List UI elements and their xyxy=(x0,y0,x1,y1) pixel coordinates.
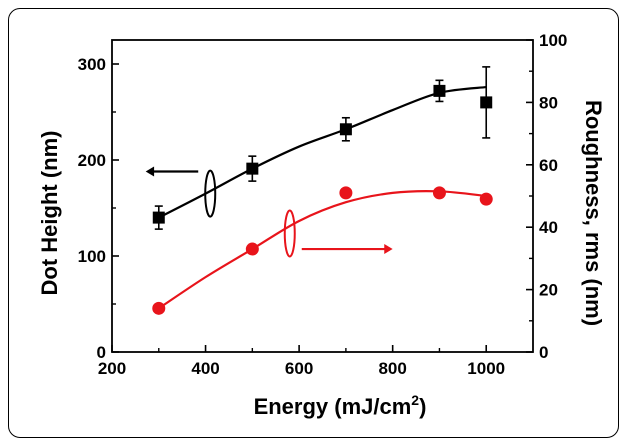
x-axis-title-text: Energy (mJ/cm xyxy=(254,394,412,419)
data-point xyxy=(433,84,446,97)
data-point xyxy=(152,211,165,224)
left-arrow-head xyxy=(145,166,155,177)
right-y-tick-label: 0 xyxy=(539,343,548,362)
left-y-tick-label: 0 xyxy=(97,343,106,362)
axis-indicators xyxy=(145,166,393,258)
data-series xyxy=(145,66,493,315)
chart: 200 400 600 800 1000 0 100 200 300 0 20 40 60 80 100 E… xyxy=(37,31,606,419)
right-y-tick-label: 100 xyxy=(539,31,567,50)
left-y-tick-label: 200 xyxy=(78,151,106,170)
dot-height-series xyxy=(152,66,493,230)
data-point xyxy=(339,123,352,136)
right-y-tick-label: 80 xyxy=(539,93,558,112)
data-point xyxy=(339,186,353,200)
left-axis-indicator-ellipse xyxy=(204,169,217,218)
x-tick-label: 200 xyxy=(98,359,126,378)
left-y-axis-title: Dot Height (nm) xyxy=(37,131,62,296)
x-tick-label: 1000 xyxy=(467,359,505,378)
right-y-tick-label: 20 xyxy=(539,281,558,300)
right-arrow-head xyxy=(384,244,393,255)
x-tick-label: 600 xyxy=(285,359,313,378)
x-axis-title-close: ) xyxy=(419,394,426,419)
plot-area xyxy=(111,39,534,353)
x-axis-title-superscript: 2 xyxy=(411,392,419,408)
left-y-tick-label: 100 xyxy=(78,247,106,266)
x-tick-label: 800 xyxy=(378,359,406,378)
right-y-axis-title: Roughness, rms (nm) xyxy=(581,100,606,326)
data-point xyxy=(479,192,493,206)
left-y-tick-label: 300 xyxy=(78,55,106,74)
right-y-tick-label: 40 xyxy=(539,218,558,237)
data-point xyxy=(432,186,446,200)
axis-ticks: 200 400 600 800 1000 0 100 200 300 0 20 40 60 80 100 xyxy=(78,31,568,378)
data-point xyxy=(480,96,493,109)
roughness-series xyxy=(152,186,493,315)
x-tick-label: 400 xyxy=(191,359,219,378)
right-y-tick-label: 60 xyxy=(539,156,558,175)
data-point xyxy=(245,242,259,256)
right-axis-indicator-ellipse xyxy=(283,209,296,258)
x-axis-title: Energy (mJ/cm2) xyxy=(254,392,427,419)
data-point xyxy=(246,162,259,175)
data-point xyxy=(152,301,166,315)
